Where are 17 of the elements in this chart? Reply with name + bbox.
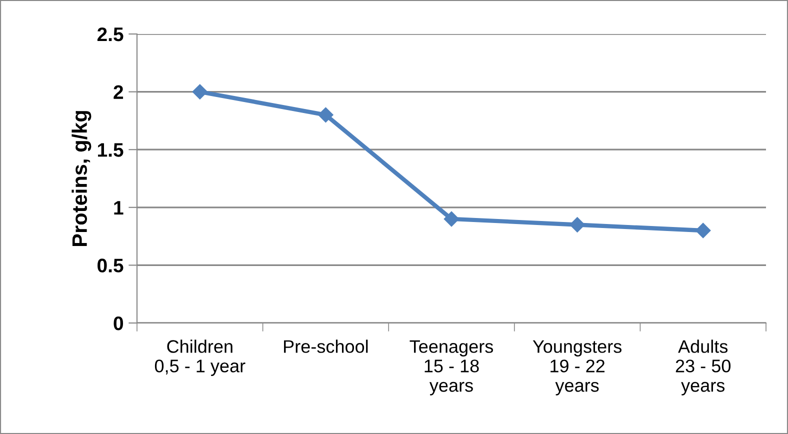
point: [318, 107, 334, 122]
y-tick-label: 2: [114, 85, 124, 99]
y-tick-label: 0.5: [98, 258, 124, 272]
point: [192, 84, 208, 100]
y-tick-label: 1: [114, 201, 124, 214]
point: [444, 211, 460, 227]
x-tick-label: Youngsters 19 - 22 years: [532, 340, 622, 396]
point: [570, 217, 585, 232]
point: [696, 222, 711, 238]
x-tick-label: Adults 23 - 50 years: [676, 340, 731, 396]
x-tick-label: Pre-school: [284, 340, 368, 353]
y-tick-label: 0: [114, 316, 124, 330]
y-axis-title: Proteins, g/kg: [72, 111, 92, 246]
y-tick-label: 1.5: [98, 143, 124, 157]
x-tick-label: Children 0,5 - 1 year: [154, 340, 246, 376]
x-tick-label: Teenagers 15 - 18 years: [410, 340, 494, 396]
y-tick-label: 2.5: [97, 27, 124, 42]
